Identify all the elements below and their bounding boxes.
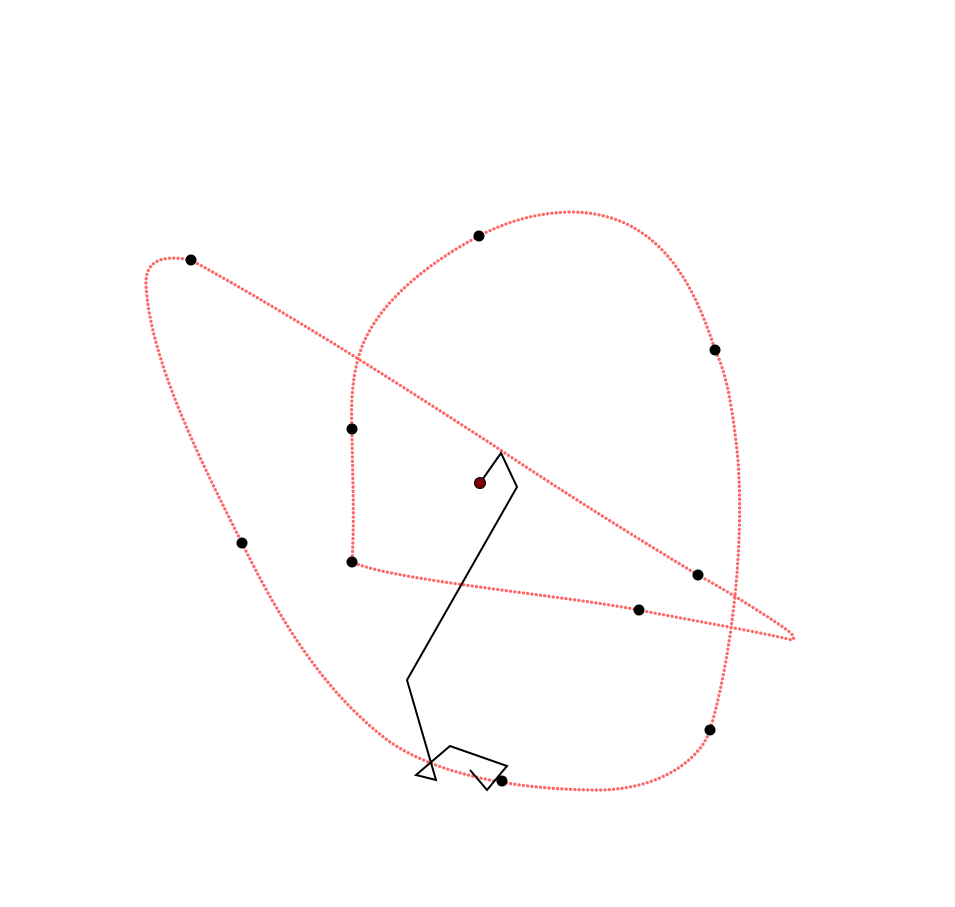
curve-nodes — [185, 230, 721, 787]
curve-node[interactable] — [236, 537, 248, 549]
curve-node[interactable] — [473, 230, 485, 242]
link-polyline — [405, 451, 519, 792]
curve-node[interactable] — [346, 556, 358, 568]
curve-node[interactable] — [346, 423, 358, 435]
curve-node[interactable] — [185, 254, 197, 266]
curve-node[interactable] — [692, 569, 704, 581]
curve-node[interactable] — [704, 724, 716, 736]
traced-curve — [144, 210, 796, 792]
curve-node[interactable] — [496, 775, 508, 787]
curve-node[interactable] — [709, 344, 721, 356]
curve-node[interactable] — [633, 604, 645, 616]
center-node[interactable] — [474, 477, 486, 489]
